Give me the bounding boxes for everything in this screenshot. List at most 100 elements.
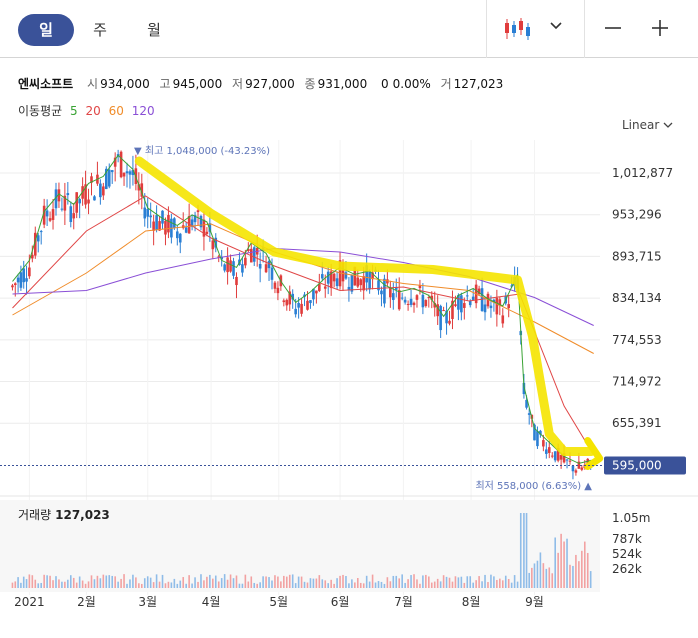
volume-bar <box>551 573 554 588</box>
candle-body <box>312 288 315 300</box>
ma-20[interactable]: 20 <box>85 104 101 118</box>
candle-body <box>297 302 300 308</box>
ma-120[interactable]: 120 <box>131 104 155 118</box>
candle-body <box>329 271 333 289</box>
candle-body <box>406 303 410 305</box>
ma-60[interactable]: 60 <box>108 104 124 118</box>
volume-bar <box>451 581 454 588</box>
volume-bar <box>117 581 119 588</box>
stock-info: 엔씨소프트 시 934,000 고 945,000 저 927,000 종 931,00… <box>18 75 505 92</box>
volume-bar <box>271 580 273 588</box>
volume-bar <box>377 581 380 588</box>
volume-bar <box>140 583 143 588</box>
candle-body <box>187 215 191 234</box>
volume-label: 거래량 <box>18 508 52 522</box>
candle-body <box>244 257 247 266</box>
candle-body <box>400 297 404 299</box>
volume-bar <box>262 576 264 588</box>
volume-bar <box>200 574 202 588</box>
volume-bar <box>586 552 589 588</box>
candlestick-icon[interactable] <box>504 17 530 41</box>
scale-selector[interactable]: Linear <box>622 118 673 132</box>
volume-bar <box>170 582 173 588</box>
volume-bar <box>525 513 528 588</box>
candle-body <box>553 451 557 461</box>
volume-bar <box>229 574 232 588</box>
candle-body <box>140 183 144 197</box>
volume-bar <box>25 579 28 588</box>
candle-body <box>533 424 536 441</box>
volume-bar <box>327 583 330 588</box>
candle-body <box>448 320 451 324</box>
candle-body <box>99 183 102 198</box>
candle-body <box>457 295 460 310</box>
candle-body <box>577 461 581 469</box>
chevron-down-icon[interactable] <box>548 18 564 34</box>
candle-body <box>205 231 209 234</box>
volume-bar <box>536 560 539 588</box>
y-tick-label: 1,012,877 <box>612 166 673 180</box>
volume-bar <box>164 583 167 588</box>
candle-body <box>536 431 539 447</box>
volume-bar <box>105 575 108 588</box>
candle-body <box>42 205 46 225</box>
volume-bar <box>226 579 229 588</box>
volume-label: 거 <box>440 77 452 91</box>
volume-bar <box>194 577 196 588</box>
volume-value: 127,023 <box>453 77 504 91</box>
candle-body <box>498 299 502 306</box>
volume-bar <box>55 576 57 588</box>
candle-body <box>547 447 551 453</box>
tab-week[interactable]: 주 <box>93 21 107 39</box>
volume-bar <box>37 583 40 588</box>
candle-body <box>427 297 431 299</box>
volume-bar <box>448 577 451 588</box>
volume-bar <box>519 513 522 588</box>
volume-bar <box>557 552 559 588</box>
high-label: 고 <box>159 77 171 91</box>
volume-bar <box>143 578 146 588</box>
candle-body <box>19 272 23 288</box>
volume-bar <box>176 583 179 588</box>
volume-bar <box>72 577 75 588</box>
volume-bar <box>87 581 90 588</box>
volume-bar <box>359 582 362 588</box>
volume-bar <box>395 575 398 588</box>
volume-bar <box>250 576 253 588</box>
highlight-arrow-head <box>584 437 604 470</box>
volume-bar <box>46 575 48 588</box>
price-chart[interactable]: 1,012,877 953,296 893,715 834,134 774,553 714… <box>0 140 698 638</box>
volume-bar <box>548 567 551 588</box>
candle-body <box>368 271 371 290</box>
candle-body <box>51 209 55 220</box>
x-tick-label: 4월 <box>202 595 221 609</box>
volume-bar <box>185 583 187 588</box>
ma-5[interactable]: 5 <box>70 104 78 118</box>
divider <box>486 0 487 58</box>
candle-body <box>226 257 229 273</box>
volume-bar <box>563 541 565 588</box>
volume-bar <box>457 577 460 588</box>
volume-bar <box>510 582 513 588</box>
candle-body <box>113 157 117 167</box>
volume-bar <box>404 582 406 588</box>
volume-bar <box>99 578 102 588</box>
candle-body <box>392 293 395 300</box>
candle-body <box>93 196 96 201</box>
volume-bar <box>49 575 51 588</box>
candle-body <box>36 235 40 242</box>
tab-day[interactable]: 일 <box>18 14 74 46</box>
volume-bar <box>155 574 158 588</box>
minus-icon[interactable] <box>603 18 623 38</box>
volume-bar <box>542 563 545 588</box>
candle-body <box>424 300 428 307</box>
volume-bar <box>188 575 190 588</box>
candle-body <box>460 295 463 313</box>
volume-bar <box>442 575 445 588</box>
tab-month[interactable]: 월 <box>147 21 161 39</box>
volume-bar <box>280 581 282 588</box>
volume-bar <box>531 567 533 588</box>
plus-icon[interactable] <box>650 18 670 38</box>
candle-body <box>176 231 179 239</box>
candle-body <box>31 254 34 259</box>
